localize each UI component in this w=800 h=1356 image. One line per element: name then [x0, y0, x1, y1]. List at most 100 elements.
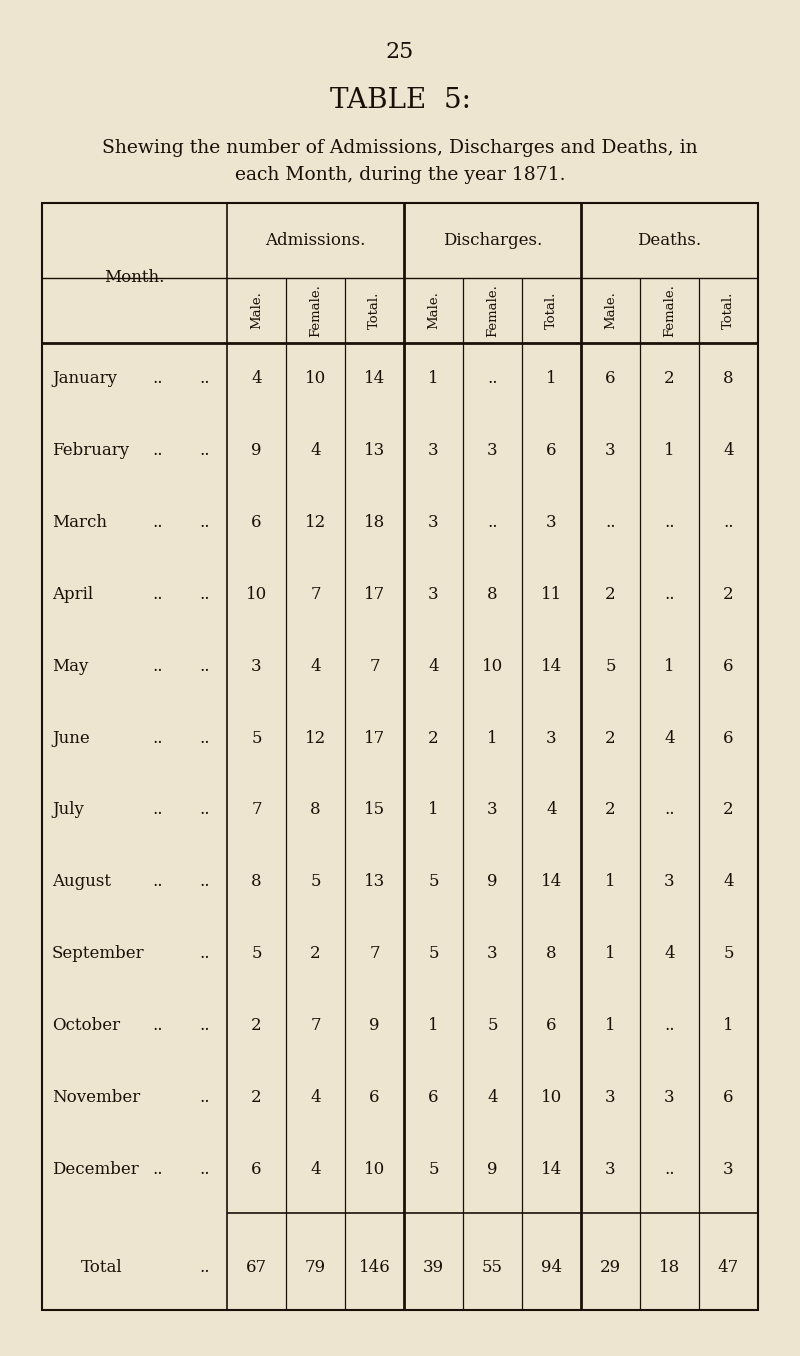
Text: ..: ..	[487, 370, 498, 388]
Text: 6: 6	[428, 1089, 438, 1105]
Text: Female.: Female.	[486, 283, 499, 336]
Text: 7: 7	[310, 1017, 321, 1033]
Text: ..: ..	[200, 1258, 210, 1276]
Text: 1: 1	[664, 442, 675, 460]
Text: 1: 1	[664, 658, 675, 675]
Text: 2: 2	[664, 370, 675, 388]
Text: ..: ..	[723, 514, 734, 532]
Text: Admissions.: Admissions.	[266, 232, 366, 250]
Text: 5: 5	[723, 945, 734, 963]
Text: 2: 2	[251, 1017, 262, 1033]
Text: May: May	[52, 658, 88, 675]
Text: 5: 5	[487, 1017, 498, 1033]
Text: September: September	[52, 945, 145, 963]
Text: Male.: Male.	[250, 292, 263, 330]
Text: July: July	[52, 801, 84, 819]
Text: 14: 14	[541, 873, 562, 891]
Text: 4: 4	[487, 1089, 498, 1105]
Text: each Month, during the year 1871.: each Month, during the year 1871.	[234, 165, 566, 184]
Text: 47: 47	[718, 1258, 739, 1276]
Text: 10: 10	[364, 1161, 385, 1177]
Text: ..: ..	[152, 442, 162, 460]
Text: ..: ..	[200, 658, 210, 675]
Text: 5: 5	[251, 945, 262, 963]
Text: Total.: Total.	[368, 292, 381, 330]
Text: 17: 17	[364, 730, 385, 747]
Text: Female.: Female.	[663, 283, 676, 336]
Text: 4: 4	[310, 658, 321, 675]
Text: TABLE  5:: TABLE 5:	[330, 87, 470, 114]
Text: 3: 3	[664, 873, 675, 891]
Text: 9: 9	[370, 1017, 380, 1033]
Text: 10: 10	[246, 586, 267, 603]
Text: June: June	[52, 730, 90, 747]
Text: 4: 4	[428, 658, 439, 675]
Text: 2: 2	[605, 586, 616, 603]
Text: 5: 5	[251, 730, 262, 747]
Text: 3: 3	[605, 1161, 616, 1177]
Text: March: March	[52, 514, 107, 532]
Text: ..: ..	[200, 442, 210, 460]
Text: 1: 1	[605, 945, 616, 963]
Text: 14: 14	[541, 1161, 562, 1177]
Text: 14: 14	[541, 658, 562, 675]
Text: ..: ..	[664, 1017, 674, 1033]
Text: Female.: Female.	[309, 283, 322, 336]
Text: 4: 4	[310, 442, 321, 460]
Text: 13: 13	[364, 873, 385, 891]
Text: Deaths.: Deaths.	[638, 232, 702, 250]
Text: 3: 3	[251, 658, 262, 675]
Text: 2: 2	[251, 1089, 262, 1105]
Text: ..: ..	[200, 801, 210, 819]
Text: 3: 3	[723, 1161, 734, 1177]
Text: 9: 9	[251, 442, 262, 460]
Text: 3: 3	[487, 945, 498, 963]
Text: 6: 6	[723, 730, 734, 747]
Text: ..: ..	[200, 945, 210, 963]
Text: ..: ..	[664, 801, 674, 819]
Text: December: December	[52, 1161, 138, 1177]
Text: ..: ..	[200, 1161, 210, 1177]
Text: 6: 6	[546, 442, 557, 460]
Text: 146: 146	[358, 1258, 390, 1276]
Text: January: January	[52, 370, 117, 388]
Text: 6: 6	[370, 1089, 380, 1105]
Text: 2: 2	[428, 730, 439, 747]
Text: February: February	[52, 442, 129, 460]
Text: 1: 1	[487, 730, 498, 747]
Text: 4: 4	[310, 1161, 321, 1177]
Text: 12: 12	[305, 514, 326, 532]
Text: 5: 5	[428, 873, 438, 891]
Text: ..: ..	[664, 514, 674, 532]
Text: 5: 5	[606, 658, 616, 675]
Text: October: October	[52, 1017, 120, 1033]
Text: Total.: Total.	[722, 292, 735, 330]
Text: 6: 6	[251, 1161, 262, 1177]
Text: ..: ..	[200, 370, 210, 388]
Text: 12: 12	[305, 730, 326, 747]
Text: 79: 79	[305, 1258, 326, 1276]
Text: 8: 8	[723, 370, 734, 388]
Text: 8: 8	[310, 801, 321, 819]
Text: 10: 10	[482, 658, 503, 675]
Text: April: April	[52, 586, 93, 603]
Text: 6: 6	[251, 514, 262, 532]
Text: 1: 1	[723, 1017, 734, 1033]
Text: ..: ..	[664, 586, 674, 603]
Text: 5: 5	[428, 1161, 438, 1177]
Text: 6: 6	[546, 1017, 557, 1033]
Text: 3: 3	[605, 442, 616, 460]
Text: 9: 9	[487, 873, 498, 891]
Text: 7: 7	[369, 658, 380, 675]
Text: ..: ..	[152, 514, 162, 532]
Text: 8: 8	[487, 586, 498, 603]
Text: 1: 1	[605, 1017, 616, 1033]
Text: 3: 3	[428, 586, 439, 603]
Text: ..: ..	[152, 586, 162, 603]
Text: Total.: Total.	[545, 292, 558, 330]
Text: ..: ..	[606, 514, 616, 532]
Text: ..: ..	[152, 801, 162, 819]
Text: 55: 55	[482, 1258, 503, 1276]
Text: 25: 25	[386, 41, 414, 62]
Text: 29: 29	[600, 1258, 621, 1276]
